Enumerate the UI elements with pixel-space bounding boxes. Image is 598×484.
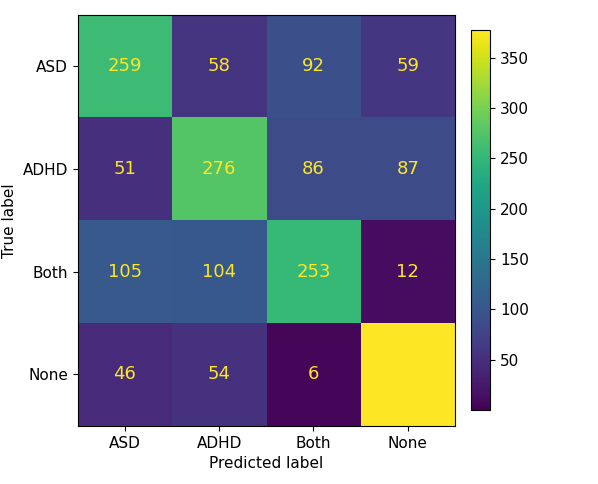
Text: 58: 58 [208,57,231,75]
Text: 259: 259 [108,57,142,75]
X-axis label: Predicted label: Predicted label [209,456,324,471]
Text: 92: 92 [302,57,325,75]
Text: 253: 253 [296,263,331,281]
Text: 86: 86 [302,160,325,178]
Text: 105: 105 [108,263,142,281]
Text: 46: 46 [114,365,136,383]
Text: 6: 6 [308,365,319,383]
Text: 12: 12 [396,263,419,281]
Text: 377: 377 [390,365,425,383]
Text: 104: 104 [202,263,236,281]
Text: 54: 54 [208,365,231,383]
Text: 59: 59 [396,57,419,75]
Text: 87: 87 [396,160,419,178]
Y-axis label: True label: True label [2,183,17,257]
Text: 276: 276 [202,160,236,178]
Text: 51: 51 [114,160,136,178]
